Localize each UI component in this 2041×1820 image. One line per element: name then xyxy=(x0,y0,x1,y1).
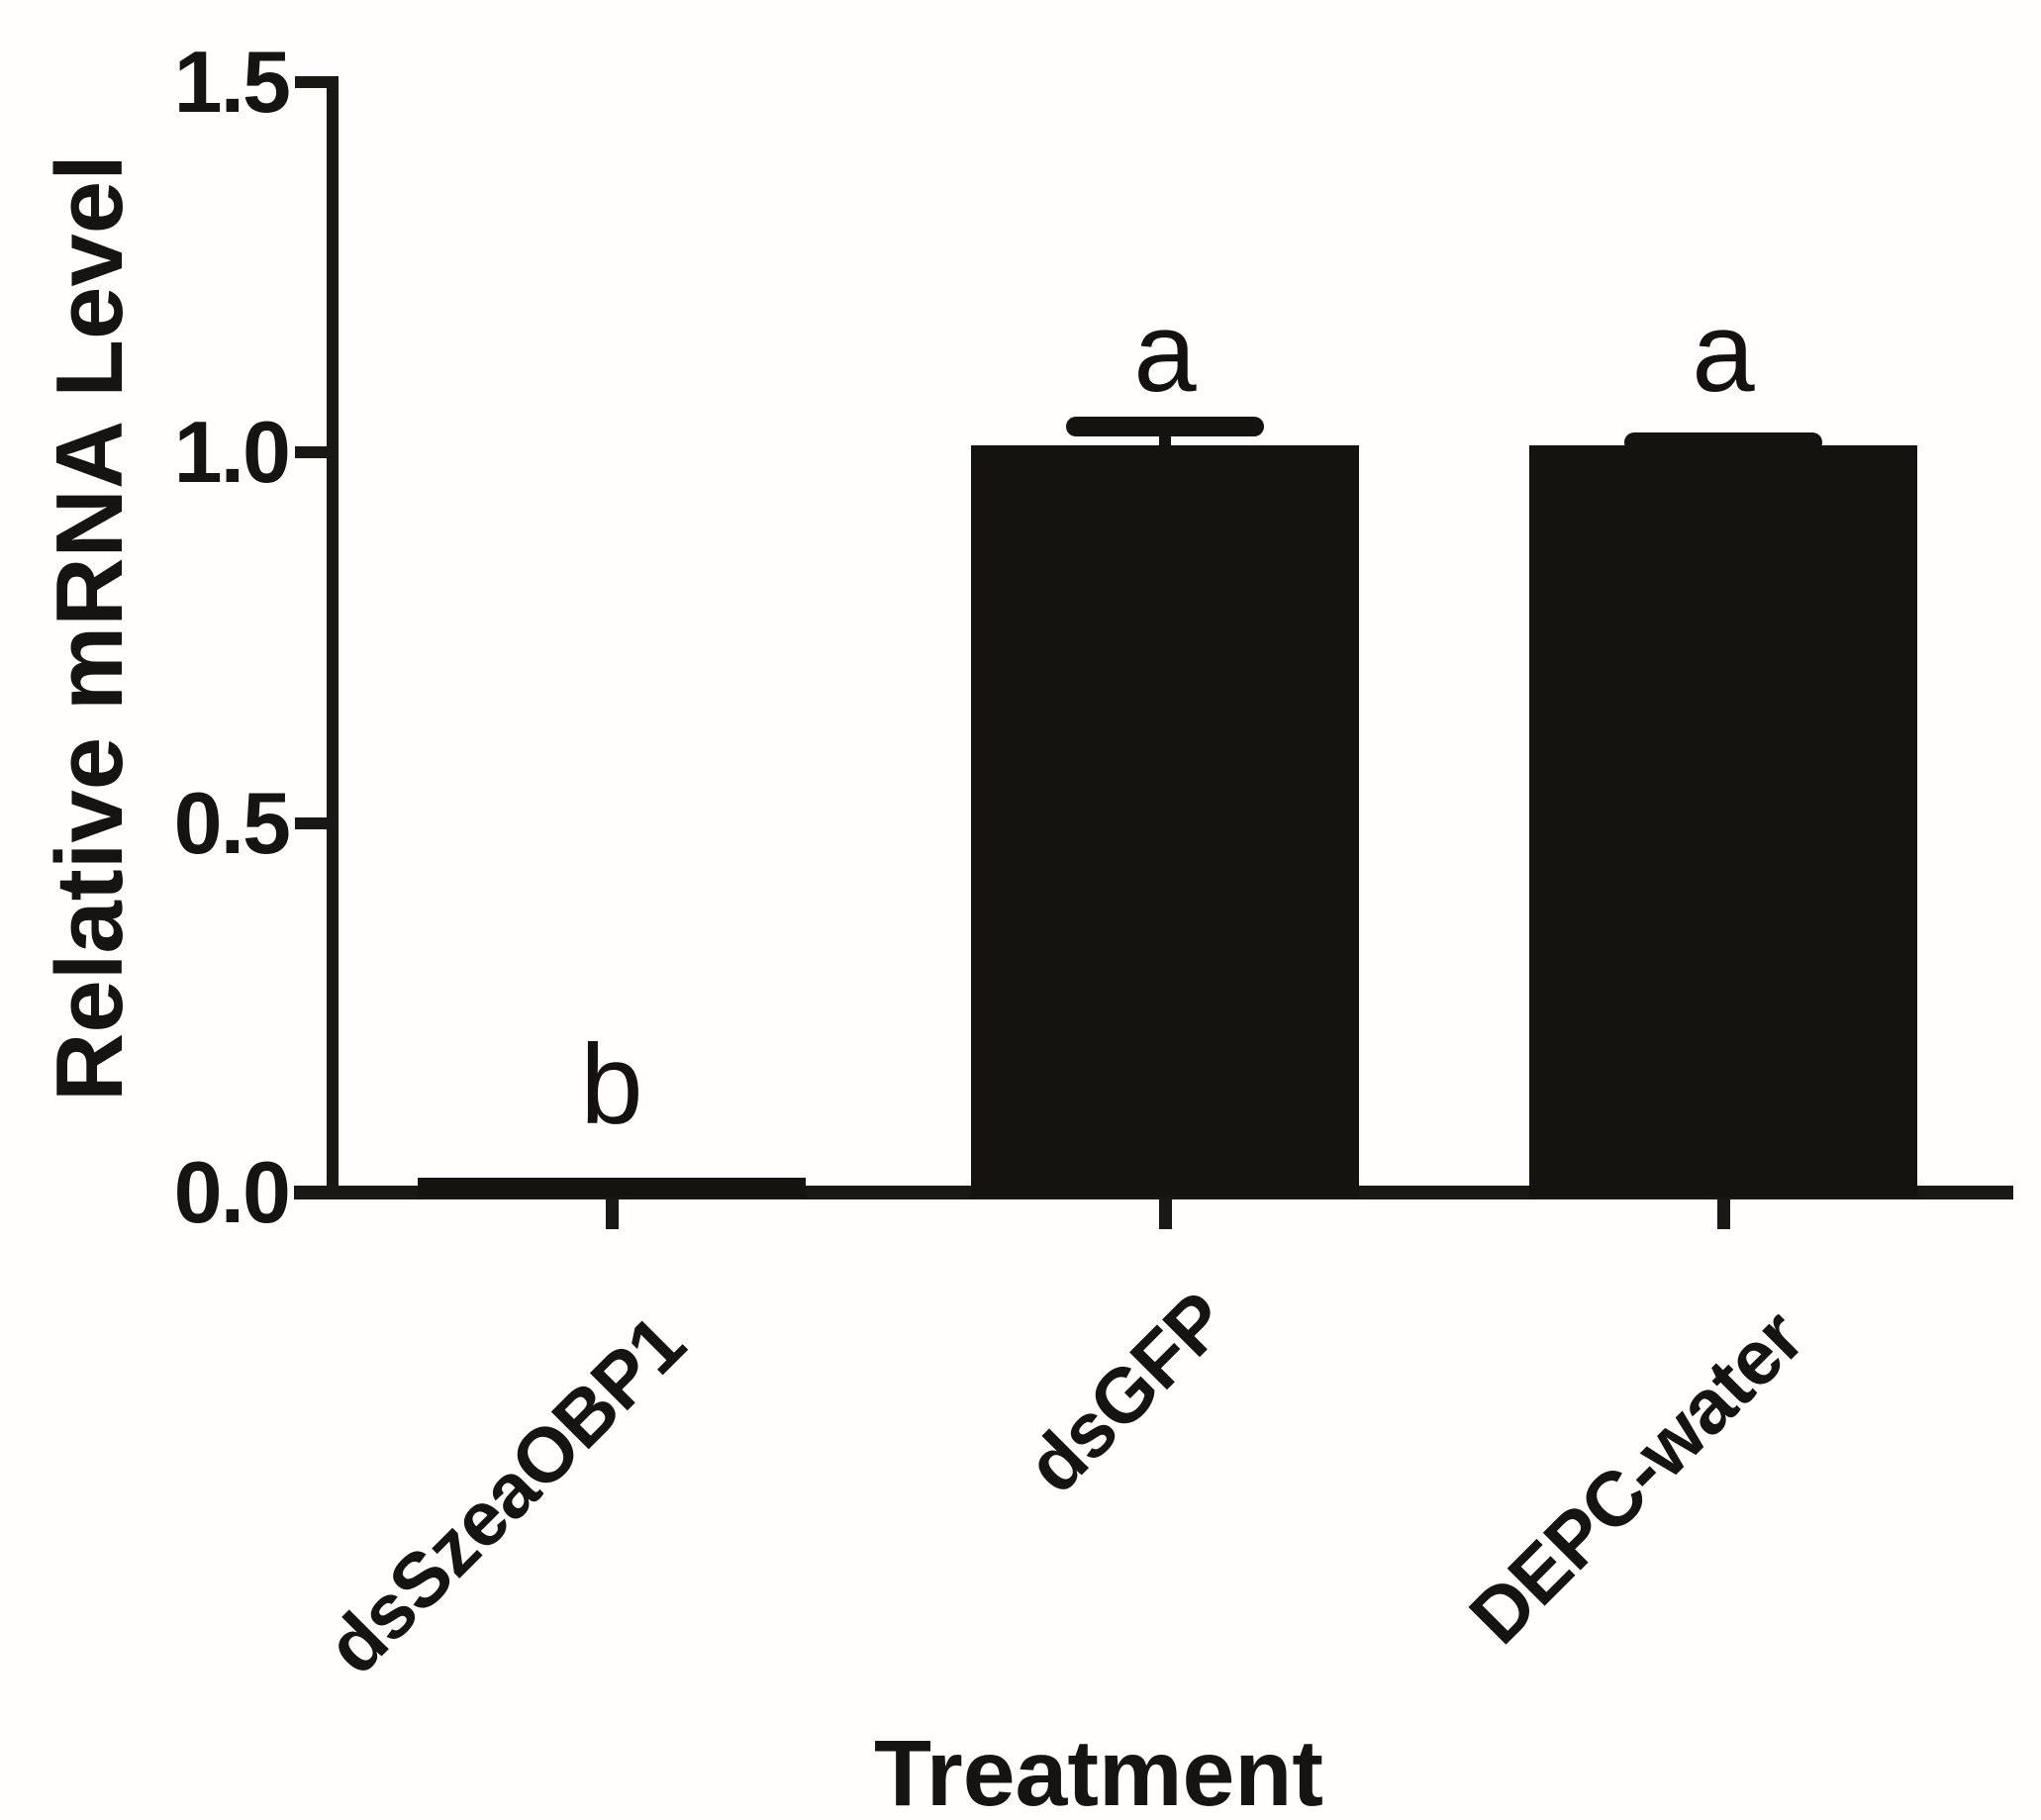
x-axis-title: Treatment xyxy=(873,1721,1324,1820)
x-tick-mark-depc-water xyxy=(1717,1197,1730,1229)
significance-letter-dsszeaobp1: b xyxy=(580,1022,643,1149)
y-axis-line xyxy=(327,76,339,1199)
error-bar-cap xyxy=(1066,416,1264,436)
y-tick-label-1-0: 1.0 xyxy=(173,403,291,501)
x-category-label-dsszeaobp1: dsSzeaOBP1 xyxy=(309,1298,701,1691)
y-tick-label-0-0: 0.0 xyxy=(173,1143,291,1241)
bar-dsszeaobp1 xyxy=(418,1178,806,1197)
y-axis-title: Relative mRNA Level xyxy=(37,154,143,1102)
x-tick-mark-dsgfp xyxy=(1159,1197,1172,1229)
bar-dsgfp xyxy=(971,444,1359,1197)
bar-depc-water xyxy=(1529,444,1917,1197)
significance-letter-depc-water: a xyxy=(1692,289,1755,416)
y-tick-mark-1-0 xyxy=(295,446,329,458)
y-tick-label-1-5: 1.5 xyxy=(173,33,291,131)
y-tick-label-0-5: 0.5 xyxy=(173,774,291,872)
significance-letter-dsgfp: a xyxy=(1133,289,1197,416)
y-tick-mark-1-5 xyxy=(295,76,329,88)
y-tick-mark-0-5 xyxy=(295,817,329,829)
x-category-label-dsgfp: dsGFP xyxy=(1009,1275,1243,1510)
x-tick-mark-dsszeaobp1 xyxy=(606,1197,619,1229)
x-category-label-depc-water: DEPC-water xyxy=(1452,1293,1819,1661)
error-bar-cap xyxy=(1624,432,1822,453)
